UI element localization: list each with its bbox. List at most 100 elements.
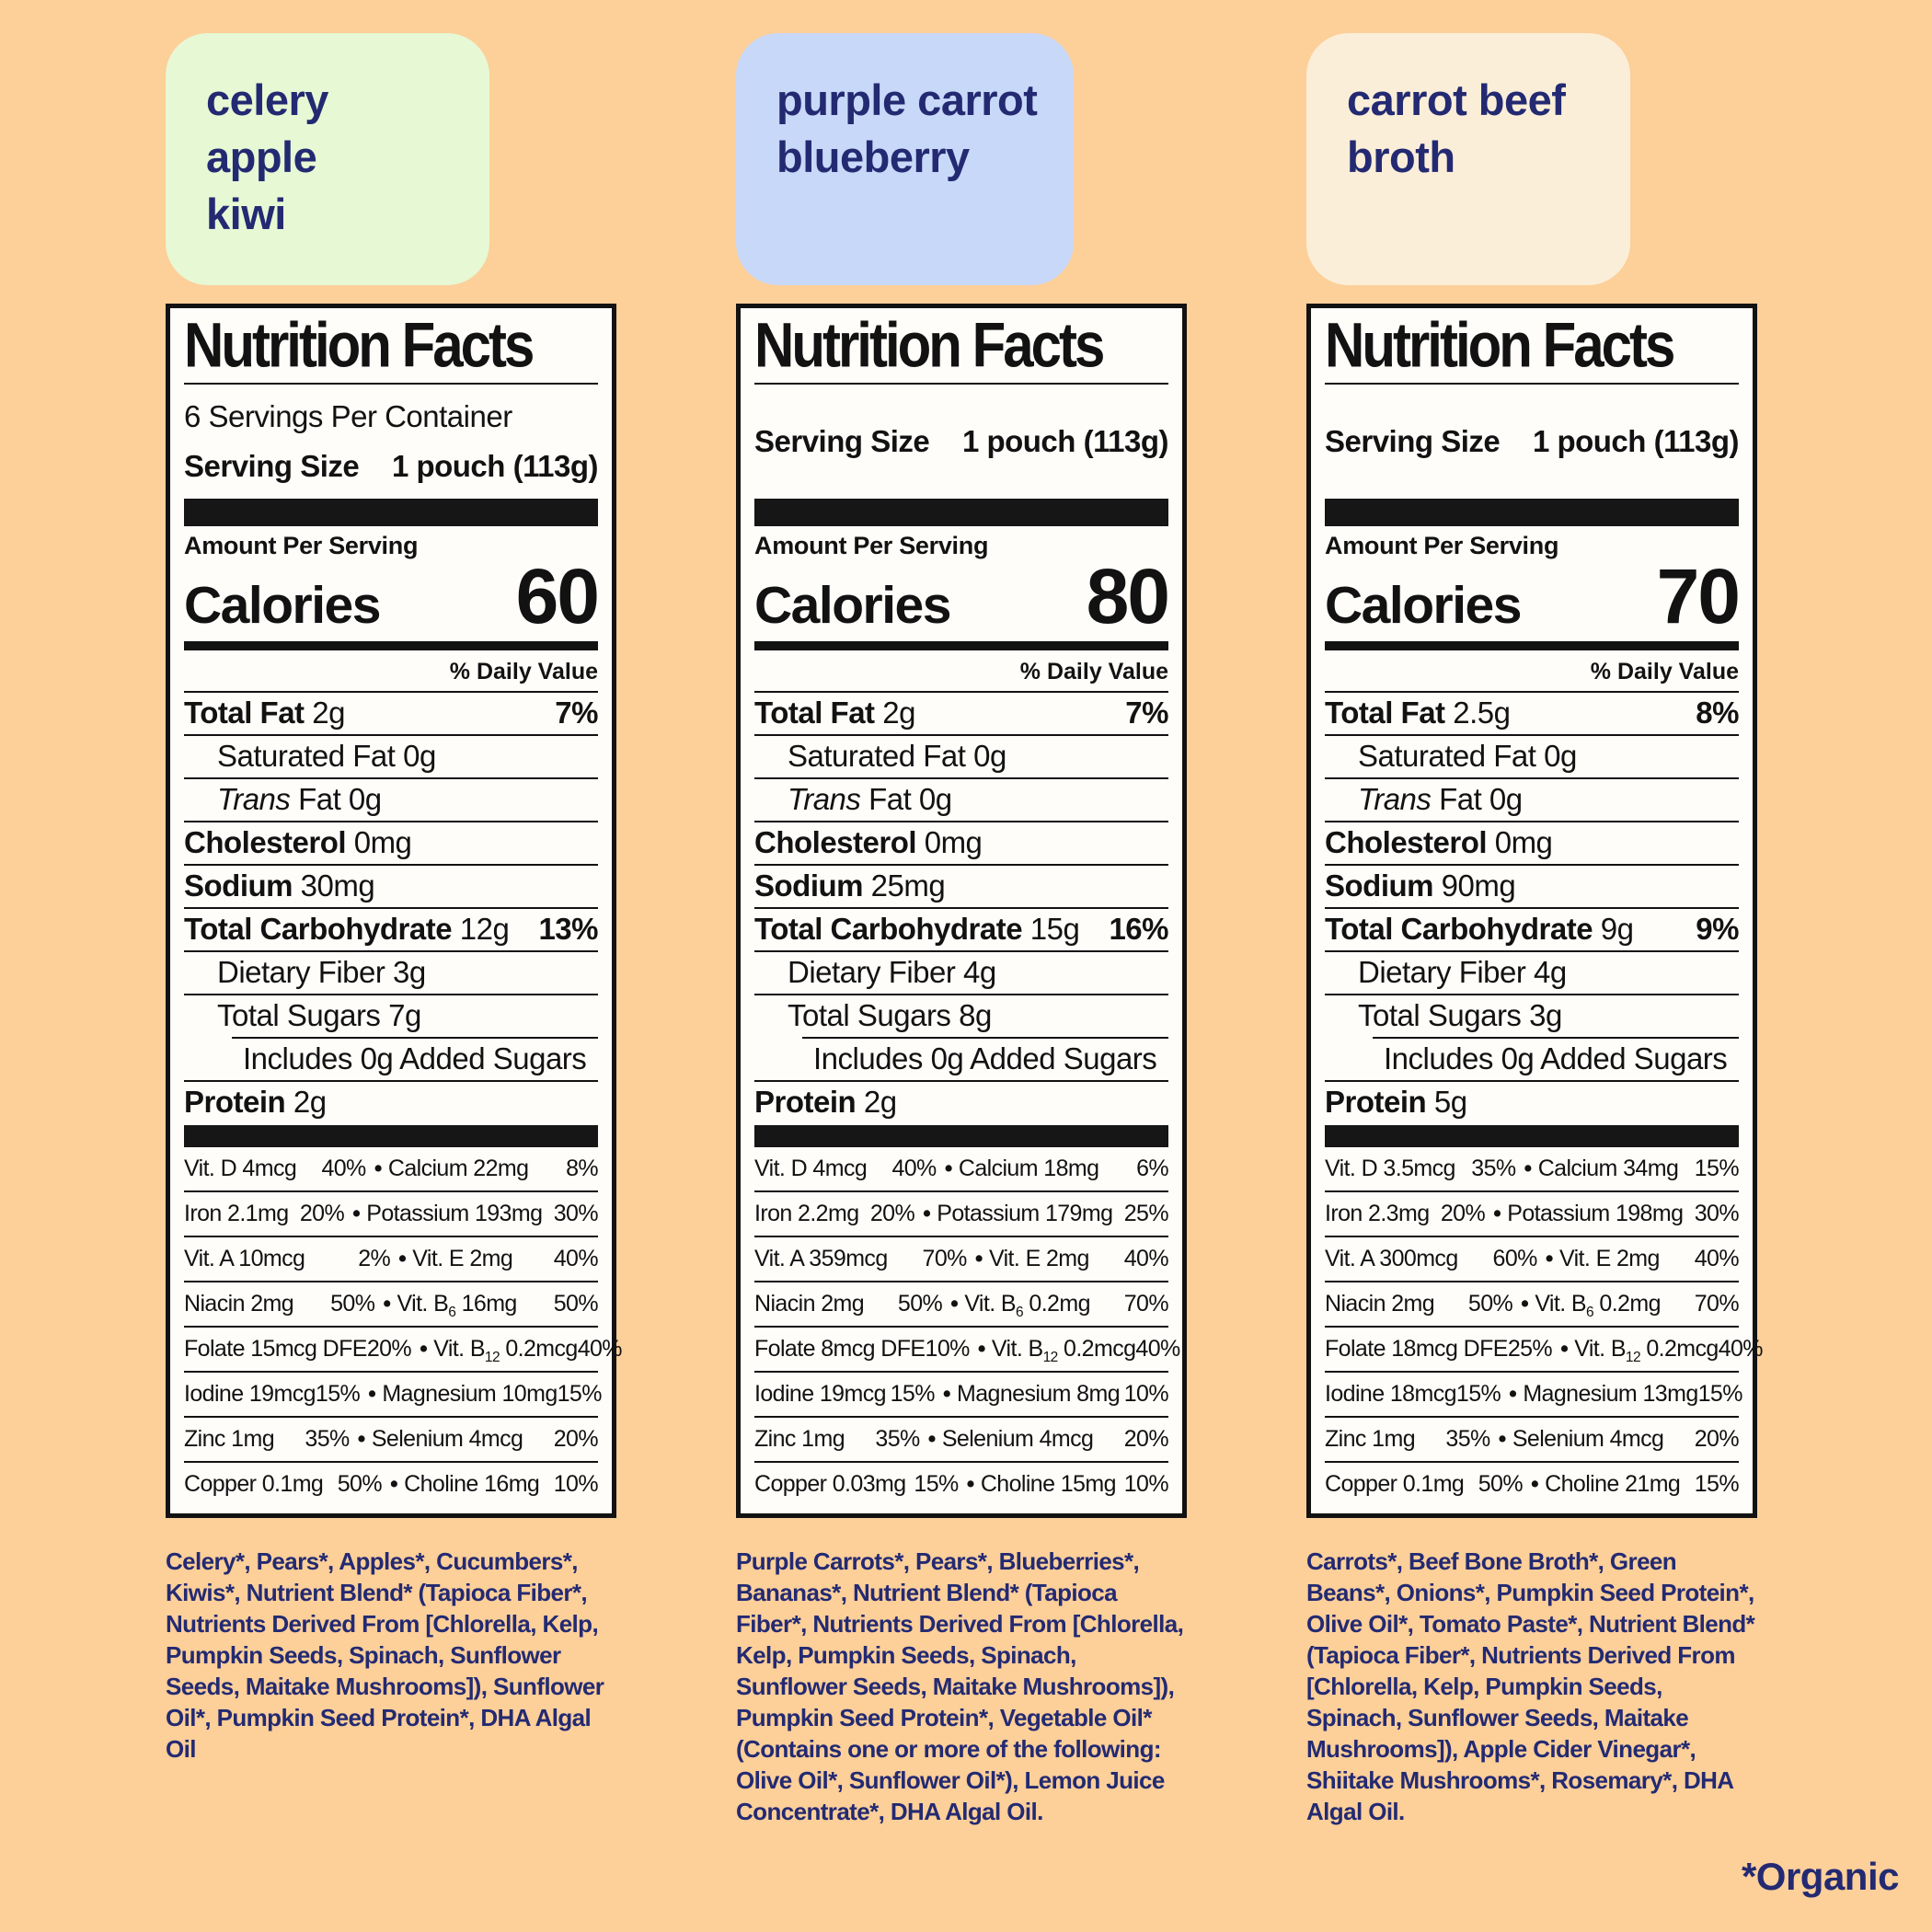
nutrient-row: Saturated Fat 0g	[754, 734, 1168, 777]
bullet-icon: •	[974, 1246, 983, 1271]
serving-size-value: 1 pouch (113g)	[961, 424, 1169, 458]
micronutrient-right: Selenium 4mcg	[371, 1426, 523, 1452]
nutrient-row: Saturated Fat 0g	[184, 734, 598, 777]
micronutrient-left-percent: 35%	[875, 1426, 920, 1452]
bullet-icon: •	[942, 1381, 951, 1407]
micronutrient-left-percent: 50%	[337, 1471, 383, 1497]
bullet-icon: •	[1493, 1201, 1501, 1226]
micronutrient-right: Potassium 193mg	[366, 1201, 543, 1226]
daily-value-header: % Daily Value	[449, 659, 598, 684]
nutrient-text: Total Carbohydrate 15g	[754, 912, 1080, 946]
micronutrient-left: Folate 8mcg DFE	[754, 1336, 926, 1362]
nutrient-row: Dietary Fiber 3g	[184, 950, 598, 994]
micronutrient-right: Potassium 179mg	[937, 1201, 1113, 1226]
nutrient-text: Protein 5g	[1325, 1085, 1467, 1119]
nutrition-facts-title: Nutrition Facts	[184, 310, 535, 381]
micronutrient-left-percent: 20%	[366, 1336, 412, 1362]
micronutrient-right-percent: 10%	[1123, 1471, 1169, 1497]
micronutrient-left-percent: 2%	[358, 1246, 391, 1271]
nutrient-row: Sodium 25mg	[754, 864, 1168, 907]
nutrient-text: Trans Fat 0g	[788, 782, 952, 816]
nutrient-rows: Total Fat 2.5g 8% Saturated Fat 0g Trans Fa…	[1325, 691, 1739, 1123]
micronutrient-right: Magnesium 13mg	[1523, 1381, 1698, 1407]
micronutrient-row: Iodine 19mcg 15% • Magnesium 10mg 15%	[184, 1371, 602, 1416]
nutrient-row: Protein 2g	[184, 1080, 598, 1123]
nutrient-daily-value: 16%	[1109, 912, 1168, 946]
nutrient-text: Trans Fat 0g	[217, 782, 382, 816]
bullet-icon: •	[420, 1336, 428, 1362]
micronutrient-left-percent: 15%	[890, 1381, 936, 1407]
nutrient-row: Sodium 90mg	[1325, 864, 1739, 907]
divider-bar	[1325, 499, 1739, 526]
calories-row: Calories 60	[184, 558, 600, 638]
micronutrient-row: Vit. D 4mcg 40% • Calcium 18mg 6%	[754, 1147, 1169, 1190]
nutrient-row: Sodium 30mg	[184, 864, 598, 907]
bullet-icon: •	[1498, 1426, 1507, 1452]
micronutrient-row: Vit. A 10mcg 2% • Vit. E 2mg 40%	[184, 1236, 599, 1281]
micronutrient-left: Iodine 19mcg	[754, 1381, 887, 1407]
nutrient-text: Total Sugars 7g	[217, 998, 421, 1032]
nutrient-row: Dietary Fiber 4g	[1325, 950, 1739, 994]
micronutrient-left: Niacin 2mg	[1325, 1291, 1435, 1317]
micronutrient-left-percent: 10%	[925, 1336, 971, 1362]
micronutrient-row: Iron 2.2mg 20% • Potassium 179mg 25%	[754, 1190, 1169, 1236]
nutrient-text: Total Sugars 3g	[1358, 998, 1562, 1032]
serving-size-label: Serving Size	[754, 424, 930, 458]
divider-bar	[1325, 1125, 1739, 1147]
micronutrient-right: Vit. B12 0.2mcg	[1574, 1336, 1719, 1365]
micronutrient-right-percent: 25%	[1123, 1201, 1169, 1226]
nutrient-text: Sodium 90mg	[1325, 868, 1516, 903]
micronutrient-right: Choline 21mg	[1545, 1471, 1681, 1497]
nutrient-row: Trans Fat 0g	[1325, 777, 1739, 821]
micronutrient-row: Folate 8mcg DFE 10% • Vit. B12 0.2mcg 40%	[754, 1326, 1180, 1371]
nutrient-row: Total Fat 2g 7%	[184, 691, 598, 734]
nutrient-text: Protein 2g	[754, 1085, 897, 1119]
amount-per-serving-label: Amount Per Serving	[1325, 532, 1559, 559]
micronutrient-row: Zinc 1mg 35% • Selenium 4mcg 20%	[1325, 1416, 1740, 1461]
bullet-icon: •	[923, 1201, 931, 1226]
bullet-icon: •	[374, 1156, 383, 1181]
micronutrient-rows: Vit. D 4mcg 40% • Calcium 18mg 6% Iron 2.2mg 2…	[754, 1147, 1180, 1506]
ingredients-text: Celery*, Pears*, Apples*, Cucumbers*, Ki…	[166, 1547, 604, 1763]
micronutrient-right: Potassium 198mg	[1507, 1201, 1684, 1226]
bullet-icon: •	[1545, 1246, 1554, 1271]
micronutrient-row: Niacin 2mg 50% • Vit. B6 0.2mg 70%	[1325, 1281, 1740, 1326]
micronutrient-left: Vit. D 4mcg	[184, 1156, 297, 1181]
divider	[1325, 383, 1739, 385]
nutrient-text: Protein 2g	[184, 1085, 327, 1119]
micronutrient-left: Vit. D 3.5mcg	[1325, 1156, 1455, 1181]
micronutrient-left-percent: 20%	[1440, 1201, 1486, 1226]
micronutrient-right: Choline 15mg	[980, 1471, 1117, 1497]
nutrient-row: Cholesterol 0mg	[754, 821, 1168, 864]
micronutrient-right: Selenium 4mcg	[1512, 1426, 1664, 1452]
nutrient-row: Total Fat 2.5g 8%	[1325, 691, 1739, 734]
micronutrient-right-percent: 8%	[566, 1156, 599, 1181]
product-name-chip: celery apple kiwi	[166, 33, 489, 285]
serving-info: 6 Servings Per Container Serving Size 1 …	[184, 385, 599, 499]
micronutrient-row: Iodine 18mcg 15% • Magnesium 13mg 15%	[1325, 1371, 1742, 1416]
serving-size-row: Serving Size 1 pouch (113g)	[754, 424, 1169, 459]
nutrient-text: Saturated Fat 0g	[217, 739, 436, 773]
micronutrient-left-percent: 70%	[922, 1246, 968, 1271]
micronutrient-left: Vit. D 4mcg	[754, 1156, 868, 1181]
micronutrient-left-percent: 50%	[1478, 1471, 1524, 1497]
calories-label: Calories	[1325, 576, 1522, 635]
micronutrient-row: Folate 18mcg DFE 25% • Vit. B12 0.2mcg 40%	[1325, 1326, 1764, 1371]
micronutrient-right: Vit. E 2mg	[988, 1246, 1089, 1271]
micronutrient-left: Iron 2.2mg	[754, 1201, 859, 1226]
micronutrient-right: Calcium 22mg	[387, 1156, 529, 1181]
micronutrient-row: Copper 0.1mg 50% • Choline 16mg 10%	[184, 1461, 599, 1506]
bullet-icon: •	[352, 1201, 361, 1226]
nutrient-row: Includes 0g Added Sugars	[232, 1037, 598, 1080]
serving-size-value: 1 pouch (113g)	[1532, 424, 1740, 458]
nutrient-row: Includes 0g Added Sugars	[1373, 1037, 1739, 1080]
micronutrient-left: Niacin 2mg	[184, 1291, 294, 1317]
micronutrient-right-percent: 15%	[1694, 1156, 1740, 1181]
nutrient-rows: Total Fat 2g 7% Saturated Fat 0g Trans Fat …	[754, 691, 1168, 1123]
nutrient-text: Saturated Fat 0g	[788, 739, 1006, 773]
product-name: carrot beef broth	[1347, 75, 1566, 181]
nutrient-rows: Total Fat 2g 7% Saturated Fat 0g Trans Fat …	[184, 691, 598, 1123]
product-name-chip: carrot beef broth	[1306, 33, 1630, 285]
micronutrient-row: Copper 0.1mg 50% • Choline 21mg 15%	[1325, 1461, 1740, 1506]
